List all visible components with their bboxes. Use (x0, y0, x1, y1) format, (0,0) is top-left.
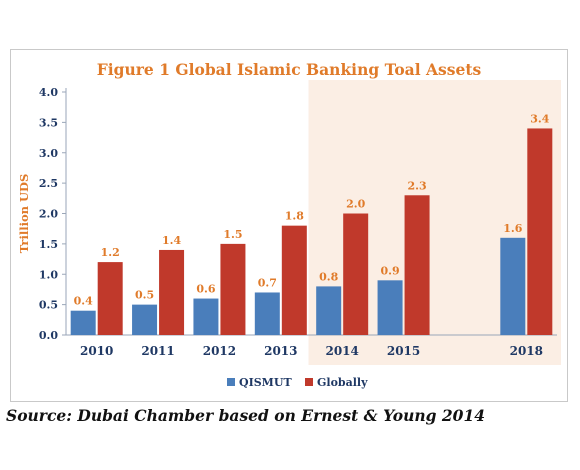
globally-value-label-2011: 1.4 (162, 234, 181, 247)
bar-chart: Figure 1 Global Islamic Banking Toal Ass… (17, 60, 561, 389)
globally-value-label-2015: 2.3 (407, 179, 426, 192)
qismut-value-label-2011: 0.5 (135, 289, 154, 302)
qismut-bar-2012 (193, 298, 219, 335)
globally-bar-2013 (281, 225, 307, 335)
y-axis-label: Trillion UDS (17, 174, 31, 254)
chart-title: Figure 1 Global Islamic Banking Toal Ass… (97, 60, 482, 79)
qismut-value-label-2018: 1.6 (503, 222, 522, 235)
qismut-legend-swatch (227, 378, 235, 386)
globally-bar-2011 (159, 249, 185, 335)
globally-legend-swatch (305, 378, 313, 386)
qismut-bar-2015 (377, 280, 403, 335)
globally-legend-label: Globally (317, 376, 368, 389)
qismut-value-label-2012: 0.6 (196, 283, 215, 296)
qismut-value-label-2013: 0.7 (258, 276, 277, 289)
chart-frame: Figure 1 Global Islamic Banking Toal Ass… (10, 49, 568, 402)
qismut-bar-2011 (132, 304, 158, 335)
globally-value-label-2010: 1.2 (101, 246, 120, 259)
source-note: Source: Dubai Chamber based on Ernest & … (6, 406, 486, 425)
x-tick-label-2012: 2012 (203, 344, 236, 358)
globally-bar-2018 (527, 128, 553, 335)
x-tick-label-2010: 2010 (80, 344, 113, 358)
y-tick-label: 1.5 (39, 238, 58, 251)
y-tick-label: 1.0 (39, 268, 58, 281)
y-tick-label: 4.0 (39, 86, 58, 99)
globally-bar-2010 (97, 262, 123, 335)
x-tick-label-2013: 2013 (264, 344, 297, 358)
y-tick-label: 2.5 (39, 177, 58, 190)
globally-value-label-2018: 3.4 (530, 112, 549, 125)
x-tick-label-2018: 2018 (510, 344, 543, 358)
qismut-bar-2010 (70, 310, 96, 335)
globally-value-label-2013: 1.8 (285, 210, 304, 223)
qismut-value-label-2010: 0.4 (74, 295, 93, 308)
globally-value-label-2012: 1.5 (223, 228, 242, 241)
qismut-value-label-2015: 0.9 (380, 264, 399, 277)
x-tick-label-2014: 2014 (325, 344, 358, 358)
y-tick-label: 3.5 (39, 116, 58, 129)
globally-bar-2014 (343, 213, 369, 335)
qismut-bar-2014 (316, 286, 342, 335)
qismut-value-label-2014: 0.8 (319, 270, 338, 283)
qismut-bar-2013 (254, 292, 280, 335)
qismut-bar-2018 (500, 237, 526, 335)
globally-bar-2012 (220, 243, 246, 335)
globally-value-label-2014: 2.0 (346, 198, 365, 211)
y-tick-label: 0.0 (39, 329, 58, 342)
y-tick-label: 3.0 (39, 147, 58, 160)
globally-bar-2015 (404, 195, 430, 335)
x-tick-label-2015: 2015 (387, 344, 420, 358)
y-tick-label: 0.5 (39, 299, 58, 312)
qismut-legend-label: QISMUT (239, 376, 292, 389)
y-tick-label: 2.0 (39, 208, 58, 221)
x-tick-label-2011: 2011 (141, 344, 174, 358)
